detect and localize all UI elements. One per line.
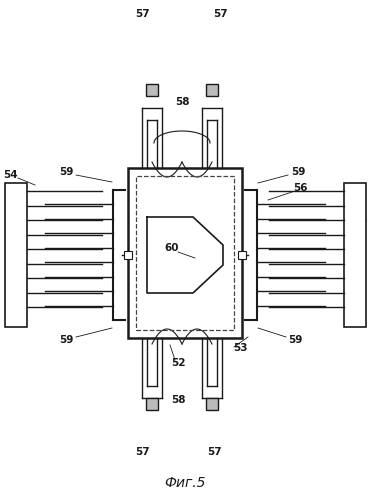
Polygon shape bbox=[147, 217, 223, 293]
Text: 58: 58 bbox=[171, 395, 185, 405]
Bar bbox=[124, 251, 132, 259]
Text: 58: 58 bbox=[175, 97, 189, 107]
Text: 57: 57 bbox=[136, 9, 150, 19]
Text: 59: 59 bbox=[288, 335, 302, 345]
Bar bbox=[206, 84, 218, 96]
Bar bbox=[146, 84, 158, 96]
Bar bbox=[128, 168, 242, 338]
Text: 57: 57 bbox=[208, 447, 222, 457]
Text: Фиг.5: Фиг.5 bbox=[164, 476, 206, 490]
Text: 57: 57 bbox=[136, 447, 150, 457]
Bar bbox=[136, 176, 234, 330]
Text: 59: 59 bbox=[291, 167, 305, 177]
Text: 59: 59 bbox=[59, 335, 73, 345]
Text: 59: 59 bbox=[59, 167, 73, 177]
Bar bbox=[5, 183, 27, 327]
Text: 53: 53 bbox=[233, 343, 247, 353]
Text: 60: 60 bbox=[165, 243, 179, 253]
Text: 54: 54 bbox=[3, 170, 17, 180]
Bar bbox=[344, 183, 366, 327]
Bar bbox=[146, 398, 158, 410]
Text: 55: 55 bbox=[353, 215, 367, 225]
Bar bbox=[206, 398, 218, 410]
Text: 56: 56 bbox=[293, 183, 307, 193]
Text: 57: 57 bbox=[213, 9, 227, 19]
Bar bbox=[238, 251, 246, 259]
Text: 52: 52 bbox=[171, 358, 185, 368]
